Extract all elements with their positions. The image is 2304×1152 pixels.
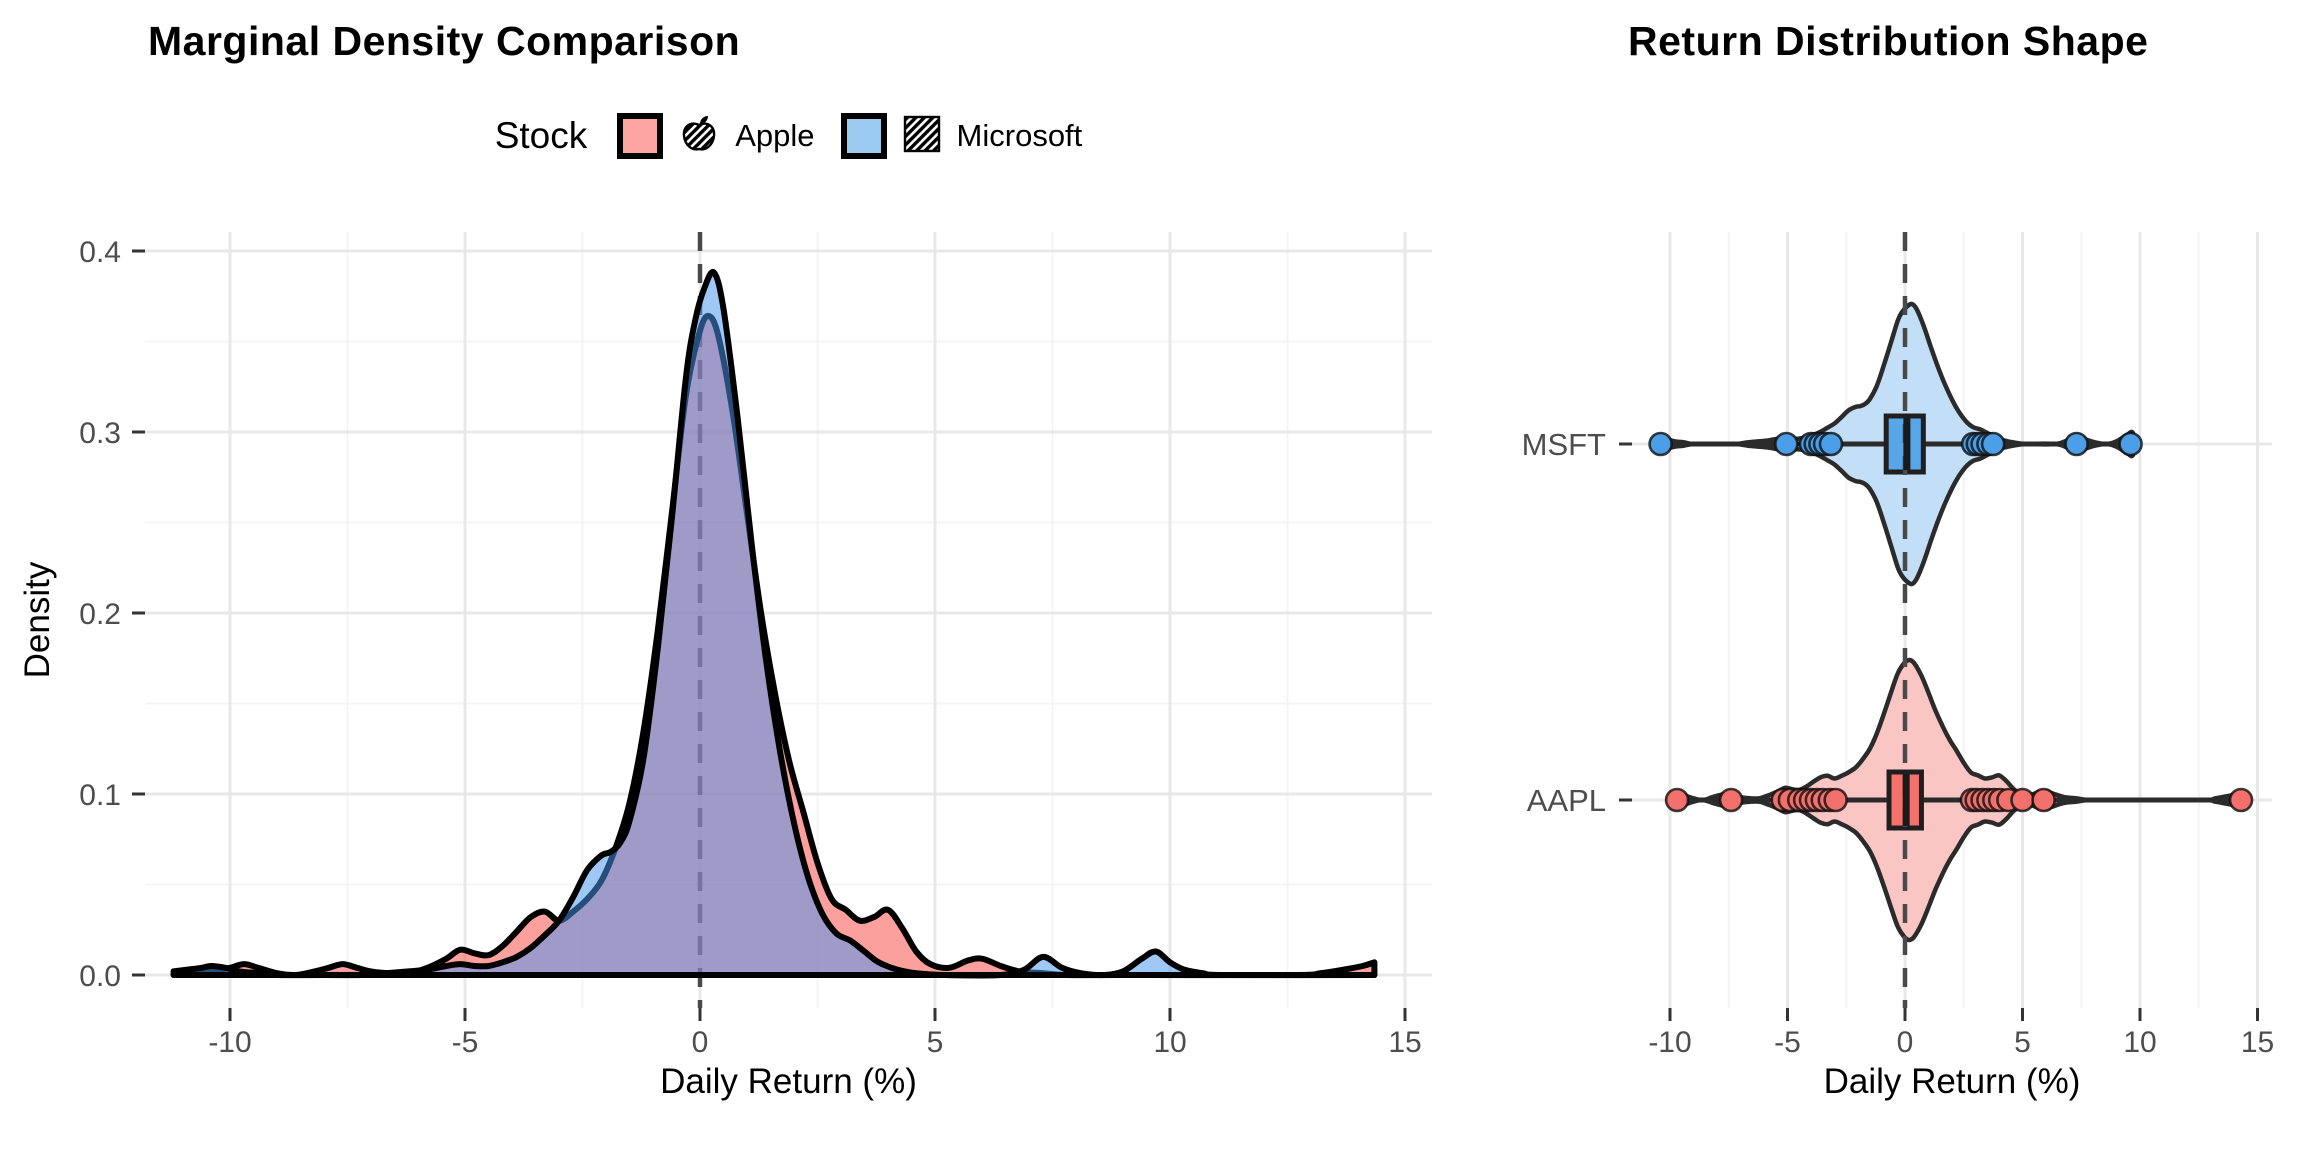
striped-square-icon [901, 113, 943, 160]
right-x-axis-title: Daily Return (%) [1823, 1062, 2081, 1101]
x-tick-label: 15 [2241, 1026, 2274, 1059]
outlier-point-MSFT [1818, 431, 1844, 457]
x-tick-label: 15 [1388, 1026, 1421, 1059]
outlier-point-AAPL [1664, 787, 1690, 813]
left-panel-title: Marginal Density Comparison [148, 18, 741, 64]
legend-label-apple: Apple [735, 118, 815, 153]
right-violin-plots [1648, 232, 2254, 1008]
outlier-point-AAPL [1718, 787, 1744, 813]
apple-color-swatch [617, 113, 664, 159]
x-tick-label: -5 [1774, 1026, 1801, 1059]
x-tick-label: 0 [692, 1026, 709, 1059]
y-tick-label: 0.4 [79, 236, 121, 269]
category-label: MSFT [1522, 427, 1606, 462]
x-tick-label: 5 [927, 1026, 944, 1059]
outlier-point-AAPL [2031, 787, 2056, 813]
right-panel-title: Return Distribution Shape [1628, 18, 2149, 64]
x-tick-label: 10 [2123, 1026, 2156, 1059]
x-tick-label: 0 [1897, 1026, 1914, 1059]
outlier-point-MSFT [1774, 431, 1799, 457]
y-tick-label: 0.3 [79, 417, 121, 450]
microsoft-color-swatch [840, 113, 887, 159]
legend-title: Stock [494, 115, 588, 156]
right-gridlines [1632, 232, 2272, 1008]
outlier-point-MSFT [2064, 431, 2089, 457]
left-x-axis-title: Daily Return (%) [660, 1062, 917, 1101]
outlier-point-MSFT [1648, 431, 1673, 457]
outlier-point-AAPL [2010, 787, 2035, 813]
x-tick-label: -10 [208, 1026, 251, 1059]
category-label: AAPL [1527, 783, 1606, 818]
x-tick-label: 10 [1153, 1026, 1186, 1059]
left-density-curves [170, 268, 1378, 979]
y-tick-label: 0.2 [79, 598, 121, 631]
apple-icon [677, 112, 721, 161]
outlier-point-AAPL [2228, 787, 2254, 813]
outlier-point-MSFT [1980, 431, 2006, 457]
left-y-axis-title: Density [18, 561, 57, 679]
x-tick-label: -5 [452, 1026, 479, 1059]
y-tick-label: 0.0 [79, 960, 121, 993]
legend: Stock Apple [145, 106, 1432, 166]
x-tick-label: 5 [2014, 1026, 2031, 1059]
legend-item-apple: Apple [617, 112, 815, 161]
x-tick-label: -10 [1648, 1026, 1691, 1059]
y-tick-label: 0.1 [79, 779, 121, 812]
legend-item-microsoft: Microsoft [840, 113, 1083, 160]
right-axis-ticks: -10 -5 0 5 10 15 MSFT AAPL [1522, 427, 2275, 1059]
density-curve-MSFT [170, 268, 1378, 979]
outlier-point-AAPL [1823, 787, 1848, 813]
left-axis-ticks: -10 -5 0 5 10 15 0.0 0.1 0.2 0.3 0.4 [79, 236, 1421, 1059]
legend-label-microsoft: Microsoft [956, 118, 1083, 153]
outlier-point-MSFT [2118, 431, 2143, 457]
